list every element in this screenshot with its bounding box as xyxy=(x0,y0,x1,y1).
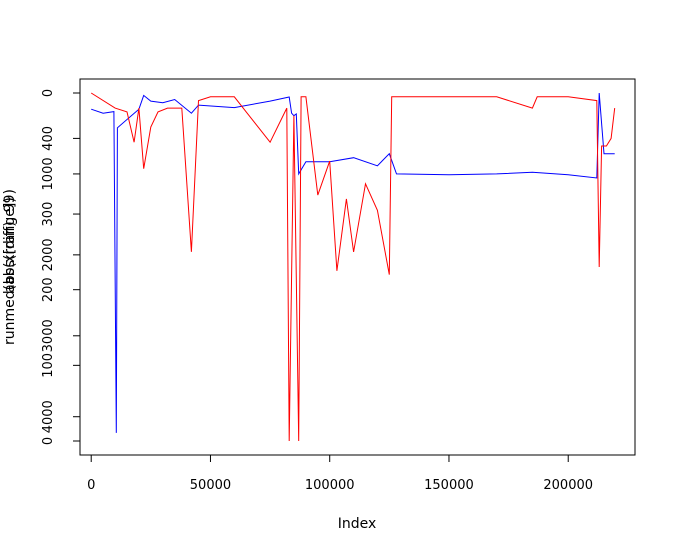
y-tick-label-blue: 3000 xyxy=(41,319,56,352)
x-tick-label: 150000 xyxy=(424,478,474,493)
y-axis-label-abs: abs(x[range]) xyxy=(2,197,18,293)
y-tick-label-red: 0 xyxy=(41,437,56,445)
x-tick-label: 100000 xyxy=(305,478,355,493)
x-tick-label: 50000 xyxy=(190,478,231,493)
x-tick-label: 0 xyxy=(87,478,95,493)
y-tick-label-blue: 1000 xyxy=(41,157,56,190)
x-axis-label: Index xyxy=(338,516,377,532)
x-tick-label: 200000 xyxy=(543,478,593,493)
y-tick-label-red: 300 xyxy=(41,202,56,227)
series-line-2 xyxy=(90,92,616,442)
y-tick-label-blue: 2000 xyxy=(41,238,56,271)
y-tick-label-blue: 0 xyxy=(41,89,56,97)
y-axis-label-runmed: runmed(abs(rdiff), 99) xyxy=(2,189,18,345)
y-tick-label-red: 100 xyxy=(41,353,56,378)
series-layer xyxy=(90,92,616,442)
x-axis: 0 50000 100000 150000 200000 xyxy=(87,454,593,493)
plot-frame xyxy=(79,78,636,456)
y-tick-label-red: 200 xyxy=(41,277,56,302)
y-tick-label-blue: 4000 xyxy=(41,400,56,433)
y-tick-label-red: 400 xyxy=(41,126,56,151)
series-line-1 xyxy=(91,92,615,433)
